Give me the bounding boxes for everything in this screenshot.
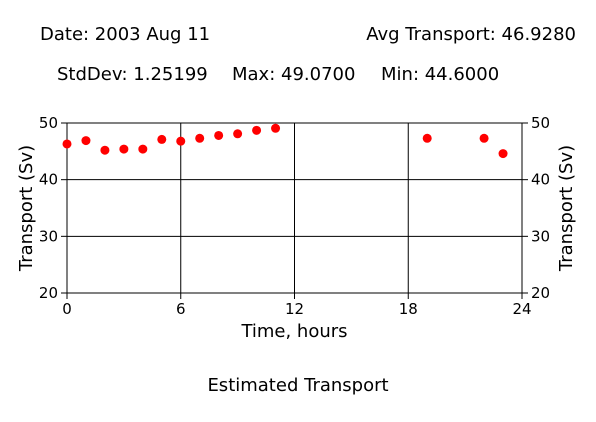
avg-transport-label: Avg Transport: 46.9280 [366, 24, 576, 45]
data-point [119, 144, 129, 154]
data-point [479, 133, 489, 143]
max-label: Max: 49.0700 [232, 64, 356, 85]
y-tick-label-right: 40 [531, 171, 550, 189]
data-point [81, 136, 91, 146]
data-point [214, 130, 224, 140]
x-tick-label: 6 [176, 300, 186, 318]
x-axis-label: Time, hours [240, 321, 347, 342]
data-point [233, 129, 243, 139]
y-tick-label-right: 30 [531, 227, 550, 245]
y-tick-label-left: 40 [39, 171, 58, 189]
data-point [176, 136, 186, 146]
y-tick-label-right: 50 [531, 114, 550, 132]
data-point [138, 144, 148, 154]
data-point [62, 139, 72, 149]
chart-caption: Estimated Transport [207, 375, 389, 396]
data-point [100, 145, 110, 155]
y-tick-label-left: 20 [39, 284, 58, 302]
y-axis-label-left: Transport (Sv) [16, 145, 37, 272]
date-label: Date: 2003 Aug 11 [40, 24, 211, 45]
y-tick-label-right: 20 [531, 284, 550, 302]
data-point [422, 133, 432, 143]
data-point [271, 123, 281, 133]
data-point [195, 133, 205, 143]
data-point [252, 125, 262, 135]
grid-lines [67, 123, 522, 293]
x-tick-label: 18 [399, 300, 418, 318]
min-label: Min: 44.6000 [381, 64, 500, 85]
data-point [498, 149, 508, 159]
data-point [157, 134, 167, 144]
stddev-label: StdDev: 1.25199 [57, 64, 208, 85]
x-tick-label: 24 [512, 300, 531, 318]
y-axis-label-right: Transport (Sv) [556, 145, 577, 272]
y-tick-label-left: 50 [39, 114, 58, 132]
data-points [62, 123, 508, 159]
x-tick-label: 12 [285, 300, 304, 318]
y-tick-label-left: 30 [39, 227, 58, 245]
x-tick-label: 0 [62, 300, 72, 318]
